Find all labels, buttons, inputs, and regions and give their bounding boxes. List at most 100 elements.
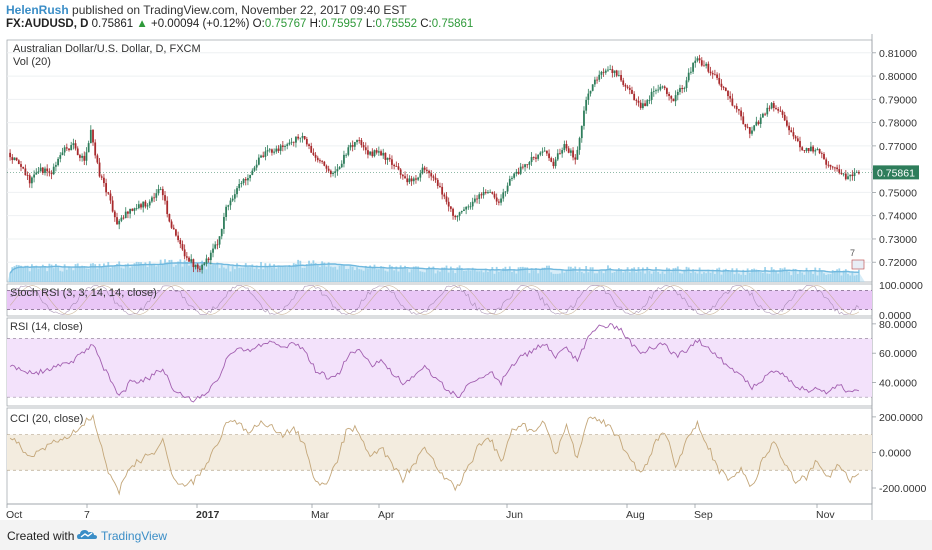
volume-bar	[740, 274, 742, 282]
candle-body	[105, 183, 108, 193]
volume-bar	[840, 275, 843, 282]
footer: Created with TradingView	[0, 520, 932, 550]
volume-bar	[526, 267, 529, 282]
volume-bar	[842, 270, 845, 282]
volume-bar	[59, 270, 62, 282]
candle-body	[665, 88, 668, 94]
candle-body	[583, 110, 585, 126]
volume-bar	[513, 269, 516, 282]
candle-body	[371, 151, 374, 157]
cci-band	[7, 434, 872, 471]
candle-body	[273, 151, 276, 153]
candle-body	[526, 164, 529, 166]
candle-body	[812, 146, 814, 152]
candle-body	[552, 161, 555, 167]
volume-bar	[301, 267, 304, 282]
price-chart[interactable]: 0.810000.800000.790000.780000.770000.760…	[0, 34, 932, 520]
candle-body	[220, 228, 223, 237]
candle-body	[79, 155, 81, 158]
volume-bar	[120, 267, 123, 282]
candle-body	[68, 148, 70, 151]
candle-body	[336, 169, 339, 172]
candle-body	[469, 206, 472, 208]
candle-body	[262, 155, 265, 157]
candle-body	[404, 176, 406, 179]
candle-body	[279, 145, 282, 151]
candle-body	[397, 166, 400, 170]
volume-bar	[395, 266, 398, 282]
candle-body	[290, 141, 293, 143]
volume-bar	[556, 273, 559, 282]
rsi-band	[7, 338, 872, 398]
volume-bar	[242, 267, 245, 282]
candle-body	[142, 201, 145, 208]
volume-bar	[574, 266, 577, 282]
candle-body	[613, 70, 616, 73]
candle-body	[236, 188, 238, 195]
candle-body	[421, 167, 424, 174]
candle-body	[358, 140, 361, 141]
candle-body	[124, 211, 127, 218]
candle-body	[460, 211, 463, 213]
close-label: C:	[420, 18, 432, 30]
candle-body	[799, 141, 801, 148]
candle-body	[329, 170, 332, 175]
volume-bar	[79, 267, 81, 282]
last-price: 0.75861	[91, 18, 134, 30]
volume-bar	[511, 271, 513, 282]
volume-bar	[209, 265, 212, 282]
volume-bar	[148, 261, 151, 282]
volume-bar	[548, 265, 550, 282]
candle-body	[794, 136, 797, 139]
candle-body	[185, 256, 188, 258]
candle-body	[746, 126, 749, 128]
volume-bar	[676, 266, 679, 282]
volume-bar	[696, 273, 699, 282]
volume-bar	[340, 264, 343, 282]
candle-body	[100, 176, 103, 178]
volume-bar	[314, 263, 317, 282]
volume-bar	[478, 271, 481, 282]
volume-bar	[116, 263, 118, 282]
candle-body	[393, 164, 396, 167]
candle-body	[681, 88, 684, 90]
change-arrow-icon: ▲	[136, 18, 148, 30]
author-link[interactable]: HelenRush	[6, 3, 69, 17]
candle-body	[257, 157, 260, 165]
candle-body	[497, 201, 500, 203]
candle-body	[46, 168, 49, 172]
candle-body	[674, 95, 677, 102]
volume-bar	[295, 263, 297, 282]
candle-body	[650, 91, 653, 101]
volume-bar	[602, 273, 605, 282]
price-tick-label: 0.81000	[879, 48, 917, 60]
candle-body	[238, 183, 241, 189]
volume-bar	[537, 273, 540, 282]
candle-body	[759, 117, 762, 124]
candle-body	[607, 69, 609, 71]
x-tick-label: Sep	[694, 509, 713, 520]
candle-body	[299, 137, 302, 139]
candle-body	[554, 159, 557, 167]
volume-bar	[810, 270, 812, 282]
volume-bar	[600, 271, 603, 282]
candle-body	[539, 152, 542, 155]
volume-bar	[724, 268, 727, 282]
candle-body	[779, 110, 782, 112]
tradingview-brand-link[interactable]: TradingView	[101, 529, 168, 543]
volume-bar	[572, 268, 574, 282]
volume-bar	[281, 266, 284, 282]
candle-body	[742, 116, 745, 125]
volume-bar	[423, 272, 426, 282]
candle-body	[116, 217, 118, 225]
volume-bar	[561, 270, 564, 282]
volume-bar	[319, 267, 321, 282]
volume-bar	[805, 267, 808, 282]
volume-bar	[35, 265, 38, 282]
x-tick-label: 2017	[196, 509, 220, 520]
candle-body	[648, 100, 651, 101]
candle-body	[92, 129, 94, 143]
candle-body	[508, 178, 511, 186]
volume-bar	[397, 271, 400, 282]
volume-bar	[196, 263, 199, 282]
